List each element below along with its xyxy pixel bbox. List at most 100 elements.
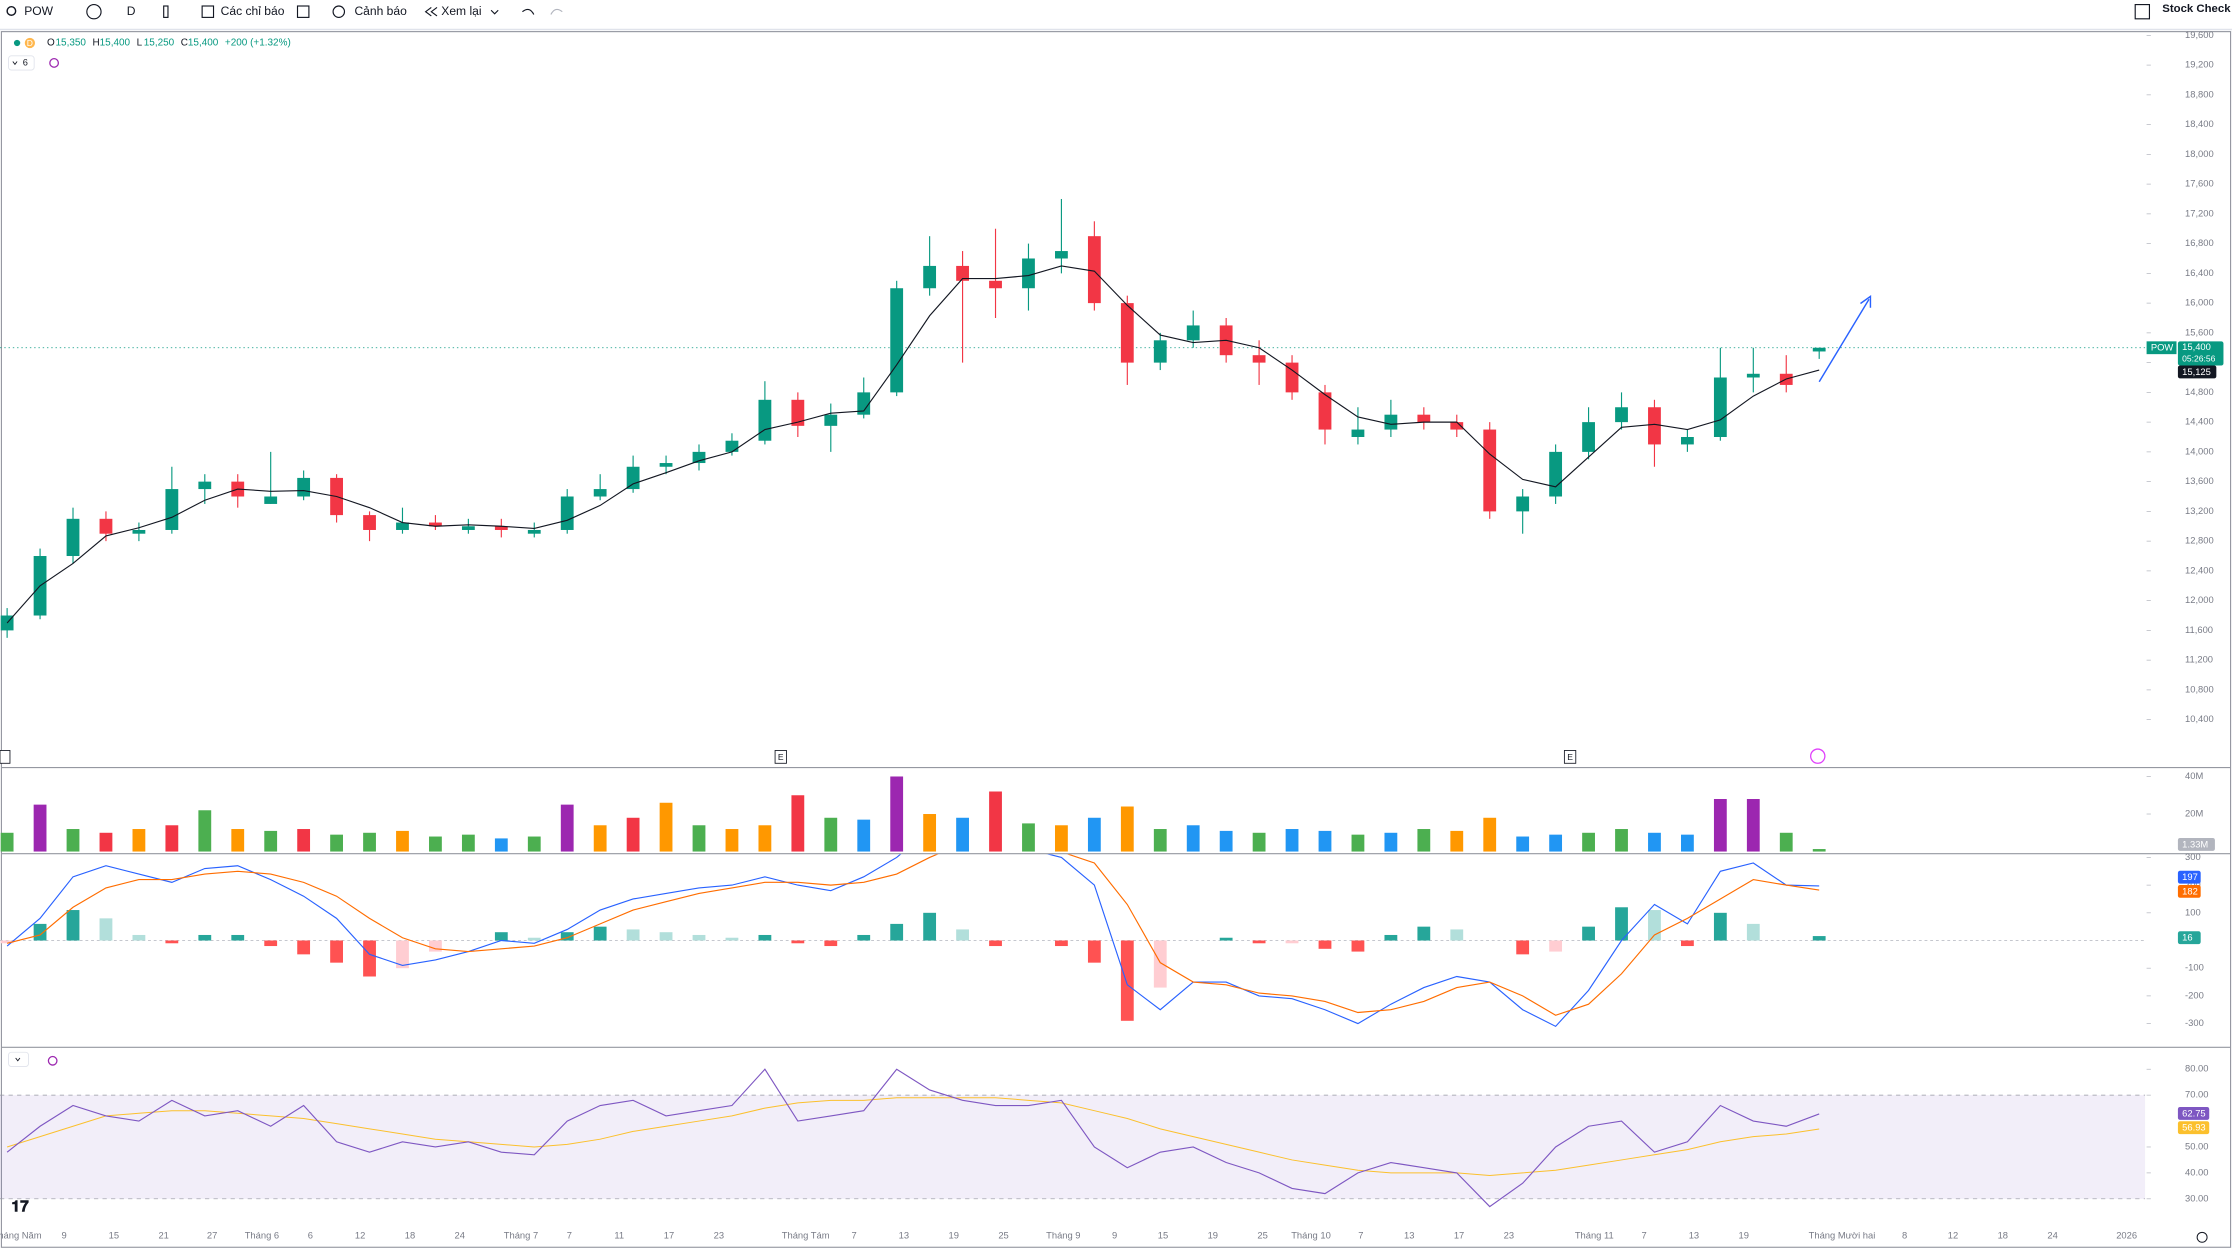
histogram-bar <box>692 934 706 941</box>
volume-bar <box>66 829 80 852</box>
y-tick-label: 16,800 <box>2185 237 2214 248</box>
x-tick-label: Tháng Năm <box>0 1229 42 1240</box>
undo-button[interactable] <box>522 8 535 15</box>
candle-body <box>1582 422 1595 452</box>
x-tick-label: 7 <box>1358 1229 1363 1240</box>
volume-bar <box>1779 832 1793 852</box>
y-tick-label: 17,600 <box>2185 178 2214 189</box>
redo-button[interactable] <box>550 8 563 15</box>
x-tick-label: 27 <box>207 1229 217 1240</box>
y-tick-label: 50.00 <box>2185 1140 2208 1151</box>
volume-bar <box>1681 834 1694 852</box>
alerts-button[interactable]: Cảnh báo <box>354 4 407 18</box>
candle-body <box>396 522 409 530</box>
histogram-bar <box>857 934 871 941</box>
histogram-bar <box>1219 937 1233 941</box>
indicators-toggle[interactable] <box>8 55 35 71</box>
volume-bar <box>1648 832 1661 852</box>
indicators-button[interactable]: Các chỉ báo <box>221 4 285 18</box>
histogram-bar <box>956 929 969 941</box>
price-badge-label: 62.75 <box>2182 1107 2205 1118</box>
histogram-bar <box>890 923 904 941</box>
candle-body <box>857 392 871 415</box>
signal-line <box>6 854 1820 1016</box>
search-icon[interactable] <box>6 6 17 16</box>
settings-icon[interactable] <box>49 58 60 68</box>
histogram-bar <box>1549 940 1563 952</box>
price-badge-label: 182 <box>2182 885 2198 896</box>
news-marker[interactable] <box>1810 748 1826 764</box>
x-tick-label: 7 <box>851 1229 856 1240</box>
candle-body <box>1318 392 1332 430</box>
histogram-bar <box>1120 940 1134 1021</box>
layout-name[interactable]: Stock Check <box>2162 3 2231 15</box>
histogram-bar <box>725 937 739 941</box>
histogram-bar <box>1615 907 1628 941</box>
layout-button[interactable] <box>2134 4 2151 20</box>
legend-open-label: O <box>47 38 55 49</box>
price-badge-label: 15,400 <box>2182 341 2211 352</box>
volume-bar <box>1713 799 1727 852</box>
x-tick-label: 21 <box>158 1229 168 1240</box>
candle-body <box>99 518 113 534</box>
legend-interval: D <box>27 38 33 48</box>
axis-settings[interactable] <box>2196 1231 2208 1243</box>
x-tick-label: 9 <box>1112 1229 1117 1240</box>
candle-body <box>626 466 640 490</box>
candle-body <box>1120 303 1134 363</box>
histogram-bar <box>791 940 805 944</box>
y-tick-label: 13,600 <box>2185 475 2214 486</box>
replay-button[interactable]: Xem lại <box>441 4 481 18</box>
candle-body <box>1285 362 1299 393</box>
y-tick-label: 300 <box>2185 851 2201 862</box>
templates-button[interactable] <box>296 5 310 18</box>
event-marker[interactable] <box>1563 750 1577 764</box>
price-badge <box>2177 341 2224 366</box>
volume-bar <box>824 817 838 852</box>
y-tick-label: 40.00 <box>2185 1166 2208 1177</box>
event-marker[interactable] <box>774 750 787 764</box>
x-tick-label: 6 <box>308 1229 313 1240</box>
candle-body <box>791 399 805 426</box>
volume-bar <box>791 795 805 852</box>
alert-icon <box>332 5 346 18</box>
x-tick-label: 12 <box>1948 1229 1958 1240</box>
histogram-bar <box>1713 912 1727 941</box>
event-marker[interactable] <box>0 750 11 764</box>
volume-bar <box>1450 830 1464 852</box>
candle-body <box>956 265 969 281</box>
volume-bar <box>593 825 607 852</box>
x-tick-label: 13 <box>1404 1229 1414 1240</box>
x-tick-label: 24 <box>455 1229 465 1240</box>
replay-dropdown[interactable] <box>490 9 499 15</box>
legend-low: 15,250 <box>144 38 175 49</box>
compare-button[interactable] <box>86 4 102 20</box>
volume-bar <box>527 836 541 852</box>
candle-body <box>659 463 673 467</box>
y-tick-label: -300 <box>2185 1017 2204 1028</box>
volume-bar <box>956 817 969 852</box>
time-axis: Tháng Năm 9 15 21 27 Tháng 6 6 12 18 24 Tháng 7 7 11… <box>0 1229 2137 1240</box>
histogram-bar <box>0 940 14 944</box>
candle-body <box>461 526 475 530</box>
x-tick-label: 11 <box>614 1229 624 1240</box>
histogram-bar <box>1812 936 1826 941</box>
interval-button[interactable]: D <box>127 4 136 18</box>
candle-body <box>1153 340 1167 363</box>
chart-type-button[interactable] <box>163 5 169 18</box>
histogram-bar <box>989 940 1002 947</box>
histogram-bar <box>132 934 146 941</box>
y-tick-label: -200 <box>2185 989 2204 1000</box>
volume-bar <box>1615 829 1628 852</box>
volume-bar <box>626 817 640 852</box>
candle-body <box>923 265 937 289</box>
volume-bar <box>890 776 904 852</box>
volume-bar <box>1022 823 1035 852</box>
y-tick-label: 80.00 <box>2185 1063 2208 1074</box>
histogram-bar <box>264 940 278 947</box>
rsi-line <box>6 1068 1820 1208</box>
volume-bar <box>461 834 475 852</box>
symbol-button[interactable]: POW <box>24 4 53 18</box>
settings-icon[interactable] <box>47 1055 58 1066</box>
